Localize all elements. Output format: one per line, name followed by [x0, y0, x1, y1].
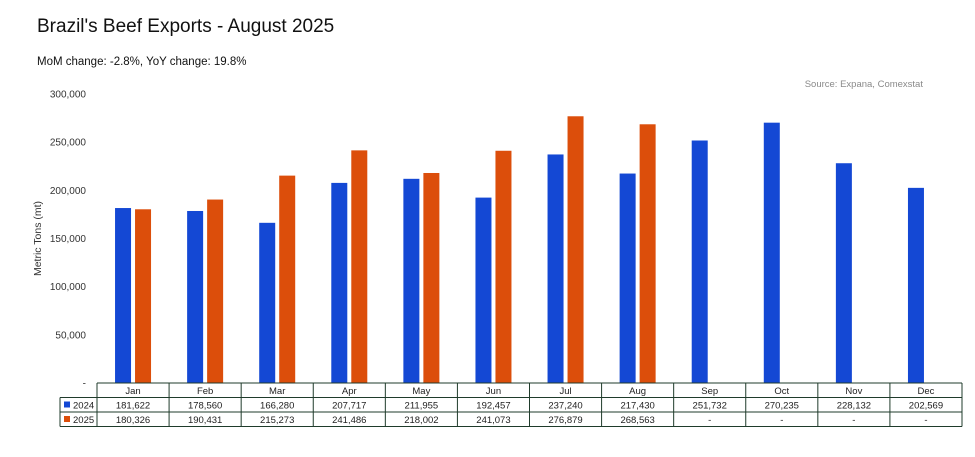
bar-2025-jun: [495, 150, 512, 383]
data-label-2025: -: [924, 415, 927, 426]
data-label-2024: 251,732: [693, 401, 727, 412]
data-label-2025: 241,486: [332, 415, 366, 426]
bar-2024-feb: [187, 210, 204, 383]
data-label-2025: -: [708, 415, 711, 426]
data-label-2024: 181,622: [116, 401, 150, 412]
data-label-2025: 241,073: [476, 415, 510, 426]
data-label-2024: 192,457: [476, 401, 510, 412]
bar-2024-jun: [475, 197, 492, 383]
y-tick-label: 300,000: [50, 90, 87, 101]
y-tick-label: -: [83, 379, 86, 390]
bar-2025-feb: [207, 199, 224, 383]
y-tick-label: 50,000: [55, 330, 86, 341]
chart-title: Brazil's Beef Exports - August 2025: [37, 16, 335, 37]
x-tick-label: Feb: [197, 386, 213, 397]
x-tick-label: Dec: [918, 386, 935, 397]
legend-swatch-2024: [64, 401, 70, 408]
x-tick-label: Jul: [559, 386, 571, 397]
source-note: Source: Expana, Comexstat: [804, 79, 923, 90]
x-tick-label: Oct: [774, 386, 789, 397]
bar-2024-oct: [763, 122, 780, 383]
y-tick-label: 200,000: [50, 186, 87, 197]
x-tick-label: May: [412, 386, 430, 397]
data-label-2025: -: [780, 415, 783, 426]
data-label-2024: 211,955: [405, 401, 439, 412]
bar-2024-jul: [547, 154, 564, 383]
data-label-2024: 166,280: [260, 401, 294, 412]
bar-2025-mar: [279, 175, 296, 383]
bar-2024-aug: [619, 173, 636, 383]
data-label-2025: 180,326: [116, 415, 150, 426]
data-label-2025: 276,879: [548, 415, 582, 426]
bar-2024-mar: [259, 222, 276, 383]
legend-label-2025: 2025: [73, 415, 94, 426]
bar-2025-jul: [567, 116, 584, 384]
x-tick-label: Sep: [701, 386, 718, 397]
bar-2024-may: [403, 178, 420, 383]
bar-2025-may: [423, 172, 440, 383]
legend-swatch-2025: [64, 416, 70, 422]
data-label-2024: 178,560: [188, 401, 222, 412]
data-label-2024: 228,132: [837, 401, 871, 412]
data-label-2024: 237,240: [548, 401, 582, 412]
data-label-2025: -: [852, 415, 855, 426]
y-tick-label: 150,000: [50, 234, 87, 245]
data-label-2025: 218,002: [404, 415, 438, 426]
y-axis-title: Metric Tons (mt): [32, 201, 44, 276]
bar-2024-dec: [907, 187, 924, 383]
data-label-2025: 190,431: [188, 415, 222, 426]
data-label-2024: 270,235: [765, 401, 799, 412]
x-tick-label: Nov: [845, 386, 862, 397]
x-tick-label: Aug: [629, 386, 646, 397]
x-tick-label: Mar: [269, 386, 285, 397]
data-label-2024: 202,569: [909, 401, 943, 412]
bar-2025-apr: [351, 150, 368, 383]
bar-2024-apr: [331, 182, 348, 383]
bar-2025-aug: [639, 124, 656, 384]
data-label-2025: 268,563: [620, 415, 654, 426]
chart-subtitle: MoM change: -2.8%, YoY change: 19.8%: [37, 56, 247, 68]
bar-2024-sep: [691, 140, 708, 383]
legend-label-2024: 2024: [73, 401, 94, 412]
data-label-2024: 207,717: [332, 401, 366, 412]
x-tick-label: Jan: [125, 386, 140, 397]
y-tick-label: 250,000: [50, 138, 87, 149]
bar-2024-jan: [115, 208, 132, 383]
y-tick-label: 100,000: [50, 282, 87, 293]
bar-2024-nov: [835, 163, 852, 383]
data-label-2025: 215,273: [260, 415, 294, 426]
x-tick-label: Jun: [486, 386, 501, 397]
x-tick-label: Apr: [342, 386, 357, 397]
bar-2025-jan: [135, 209, 152, 383]
data-label-2024: 217,430: [620, 401, 654, 412]
